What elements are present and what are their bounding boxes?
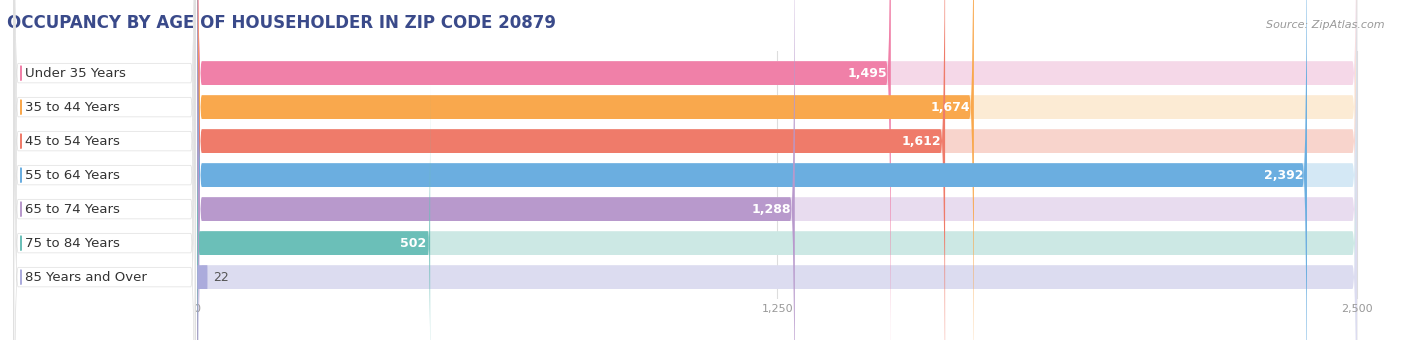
Text: 35 to 44 Years: 35 to 44 Years [25,101,120,114]
FancyBboxPatch shape [197,0,1357,340]
Text: 45 to 54 Years: 45 to 54 Years [25,135,120,148]
FancyBboxPatch shape [197,0,1357,340]
FancyBboxPatch shape [14,0,195,340]
FancyBboxPatch shape [197,0,1357,340]
Text: 1,674: 1,674 [931,101,970,114]
Text: 22: 22 [214,271,229,284]
FancyBboxPatch shape [14,0,195,340]
Text: 2,392: 2,392 [1264,169,1303,182]
Text: 55 to 64 Years: 55 to 64 Years [25,169,120,182]
Text: 85 Years and Over: 85 Years and Over [25,271,146,284]
FancyBboxPatch shape [197,0,1357,340]
Text: Under 35 Years: Under 35 Years [25,67,125,80]
Text: 75 to 84 Years: 75 to 84 Years [25,237,120,250]
Text: OCCUPANCY BY AGE OF HOUSEHOLDER IN ZIP CODE 20879: OCCUPANCY BY AGE OF HOUSEHOLDER IN ZIP C… [7,14,555,32]
FancyBboxPatch shape [14,0,195,340]
Text: Source: ZipAtlas.com: Source: ZipAtlas.com [1267,20,1385,30]
FancyBboxPatch shape [14,0,195,340]
FancyBboxPatch shape [14,0,195,340]
FancyBboxPatch shape [197,84,430,340]
FancyBboxPatch shape [197,0,974,340]
FancyBboxPatch shape [197,265,208,289]
FancyBboxPatch shape [197,0,1308,340]
Text: 1,288: 1,288 [752,203,792,216]
Text: 1,495: 1,495 [848,67,887,80]
Text: 65 to 74 Years: 65 to 74 Years [25,203,120,216]
FancyBboxPatch shape [14,0,195,340]
FancyBboxPatch shape [197,0,891,340]
FancyBboxPatch shape [197,0,1357,340]
FancyBboxPatch shape [197,0,1357,340]
FancyBboxPatch shape [14,0,195,340]
Text: 1,612: 1,612 [901,135,942,148]
FancyBboxPatch shape [197,0,794,340]
Text: 502: 502 [401,237,426,250]
FancyBboxPatch shape [197,0,1357,340]
FancyBboxPatch shape [197,0,945,340]
